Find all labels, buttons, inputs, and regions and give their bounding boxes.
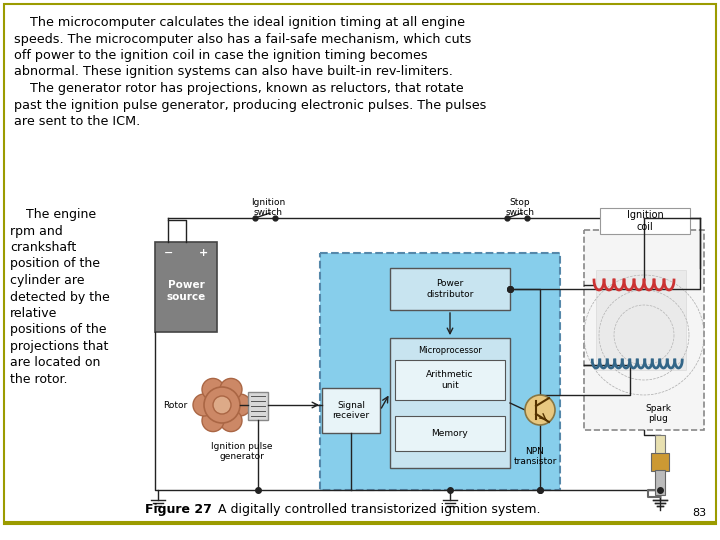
Text: The engine
rpm and
crankshaft
position of the
cylinder are
detected by the
relat: The engine rpm and crankshaft position o…	[10, 208, 109, 386]
Bar	[655, 435, 665, 455]
Text: Microprocessor: Microprocessor	[418, 346, 482, 355]
Bar	[651, 453, 669, 471]
Text: The microcomputer calculates the ideal ignition timing at all engine
speeds. The: The microcomputer calculates the ideal i…	[14, 16, 487, 128]
Circle shape	[220, 379, 242, 401]
Bar	[155, 242, 217, 332]
Text: NPN
transistor: NPN transistor	[513, 447, 557, 467]
Bar	[395, 416, 505, 451]
Text: Ignition
coil: Ignition coil	[626, 210, 663, 232]
Bar	[322, 388, 380, 433]
Text: +: +	[199, 248, 207, 258]
Text: Ignition
switch: Ignition switch	[251, 198, 285, 218]
Circle shape	[229, 394, 251, 416]
Text: Power
source: Power source	[166, 280, 206, 302]
Bar	[600, 208, 690, 234]
Bar	[320, 253, 560, 490]
Circle shape	[213, 396, 231, 414]
Circle shape	[525, 395, 555, 425]
Text: Figure 27: Figure 27	[145, 503, 212, 516]
Bar	[390, 338, 510, 468]
Text: Power
distributor: Power distributor	[426, 279, 474, 299]
Text: Memory: Memory	[431, 429, 469, 438]
Bar	[584, 230, 704, 430]
Text: A digitally controlled transistorized ignition system.: A digitally controlled transistorized ig…	[214, 503, 541, 516]
Circle shape	[204, 387, 240, 423]
Circle shape	[202, 409, 224, 431]
Text: Stop
switch: Stop switch	[505, 198, 534, 218]
Text: Ignition pulse
generator: Ignition pulse generator	[211, 442, 273, 461]
Bar	[390, 268, 510, 310]
Text: Rotor: Rotor	[163, 401, 187, 409]
Text: Spark
plug: Spark plug	[645, 403, 671, 423]
Circle shape	[193, 394, 215, 416]
Circle shape	[202, 379, 224, 401]
Text: Arithmetic
unit: Arithmetic unit	[426, 370, 474, 390]
Bar	[655, 470, 665, 495]
Bar	[248, 392, 268, 420]
Text: −: −	[164, 248, 174, 258]
Text: Signal
receiver: Signal receiver	[333, 401, 369, 420]
Circle shape	[220, 409, 242, 431]
Text: 83: 83	[692, 508, 706, 518]
Bar	[596, 270, 686, 370]
Bar	[395, 360, 505, 400]
